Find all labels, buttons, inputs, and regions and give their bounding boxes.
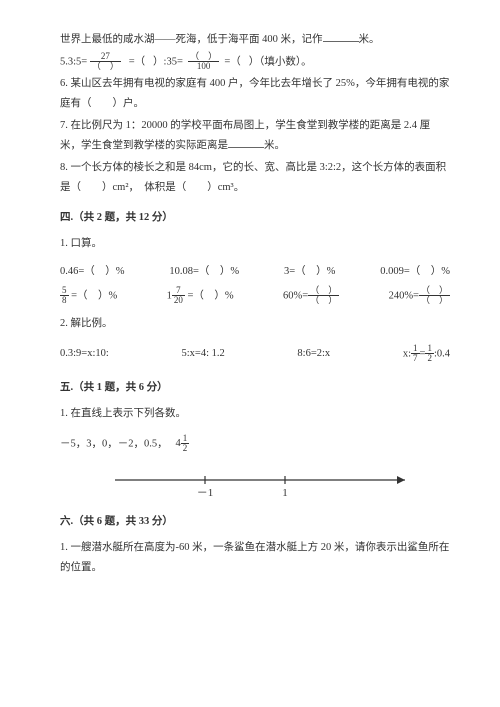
fraction: （ ）（ ） (308, 286, 339, 306)
question-7: 7. 在比例尺为 1：20000 的学校平面布局图上，学生食堂到教学楼的距离是 … (60, 116, 450, 156)
question-6: 6. 某山区去年拥有电视的家庭有 400 户，今年比去年增长了 25%，今年拥有… (60, 74, 450, 114)
cell: 0.46=（ ）% (60, 262, 125, 282)
cell: 1720 =（ ）% (167, 286, 234, 306)
denominator: （ ） (308, 296, 339, 305)
calc-row-1: 0.46=（ ）% 10.08=（ ）% 3=（ ）% 0.009=（ ）% (60, 262, 450, 282)
section-6-title: 六.（共 6 题，共 33 分） (60, 512, 450, 532)
fraction: 58 (60, 286, 69, 306)
denominator: 2 (425, 354, 434, 363)
question-ratio-1: 5.3:5= 27（ ） =（ ）:35= （ ）100 =（ ）（填小数）。 (60, 52, 450, 72)
cell: 8:6=2:x (297, 344, 330, 364)
text: =（ ）% (185, 290, 234, 301)
fraction: 720 (172, 286, 185, 306)
cell: x:17=12:0.4 (403, 344, 450, 364)
fraction: 12 (425, 344, 434, 364)
denominator: 8 (60, 296, 69, 305)
fraction: （ ）（ ） (419, 286, 450, 306)
denominator: （ ） (90, 62, 121, 71)
cell: 5:x=4: 1.2 (181, 344, 224, 364)
text: 240%= (389, 290, 419, 301)
problem-4-1: 1. 口算。 (60, 234, 450, 254)
page-content: 世界上最低的咸水湖——死海，低于海平面 400 米，记作米。 5.3:5= 27… (0, 0, 500, 578)
text: 米。 (359, 34, 380, 45)
denominator: 100 (188, 62, 219, 71)
blank (323, 32, 359, 42)
text: x: (403, 348, 411, 359)
text: －5，3，0，－2，0.5， (60, 438, 168, 449)
fraction: 12 (181, 434, 190, 454)
svg-text:1: 1 (282, 487, 288, 499)
mixed-number: 412 (176, 438, 190, 449)
cell: 60%=（ ）（ ） (283, 286, 339, 306)
problem-5-1: 1. 在直线上表示下列各数。 (60, 404, 450, 424)
text: =（ (224, 56, 240, 67)
prop-row: 0.3:9=x:10: 5:x=4: 1.2 8:6=2:x x:17=12:0… (60, 344, 450, 364)
denominator: 7 (411, 354, 420, 363)
denominator: （ ） (419, 296, 450, 305)
cell: 10.08=（ ）% (169, 262, 239, 282)
section-4-title: 四.（共 2 题，共 12 分） (60, 208, 450, 228)
text: =（ (129, 56, 145, 67)
text: 5.3:5= (60, 56, 87, 67)
text: 米。 (264, 140, 285, 151)
svg-text:－1: －1 (197, 487, 214, 499)
question-8: 8. 一个长方体的棱长之和是 84cm，它的长、宽、高比是 3:2:2，这个长方… (60, 158, 450, 198)
number-list: －5，3，0，－2，0.5， 412 (60, 434, 450, 454)
cell: 3=（ ）% (284, 262, 335, 282)
cell: 240%=（ ）（ ） (389, 286, 450, 306)
number-line: －1 1 (75, 462, 435, 502)
cell: 0.009=（ ）% (380, 262, 450, 282)
cell: 58 =（ ）% (60, 286, 117, 306)
calc-row-2: 58 =（ ）% 1720 =（ ）% 60%=（ ）（ ） 240%=（ ）（… (60, 286, 450, 306)
denominator: 2 (181, 444, 190, 453)
section-5-title: 五.（共 1 题，共 6 分） (60, 378, 450, 398)
fraction: 17 (411, 344, 420, 364)
question-sea: 世界上最低的咸水湖——死海，低于海平面 400 米，记作 米。 (60, 30, 450, 50)
denominator: 20 (172, 296, 185, 305)
blank (228, 138, 264, 148)
text: 世界上最低的咸水湖——死海，低于海平面 400 米，记作 (60, 34, 323, 45)
cell: 0.3:9=x:10: (60, 344, 109, 364)
text: ）:35= (153, 56, 183, 67)
fraction: （ ）100 (188, 52, 219, 72)
text: :0.4 (434, 348, 450, 359)
problem-4-2: 2. 解比例。 (60, 314, 450, 334)
text: =（ ）% (69, 290, 118, 301)
text: ）（填小数）。 (249, 56, 312, 67)
problem-6-1: 1. 一艘潜水艇所在高度为-60 米，一条鲨鱼在潜水艇上方 20 米，请你表示出… (60, 538, 450, 578)
text: 60%= (283, 290, 308, 301)
fraction: 27（ ） (90, 52, 121, 72)
